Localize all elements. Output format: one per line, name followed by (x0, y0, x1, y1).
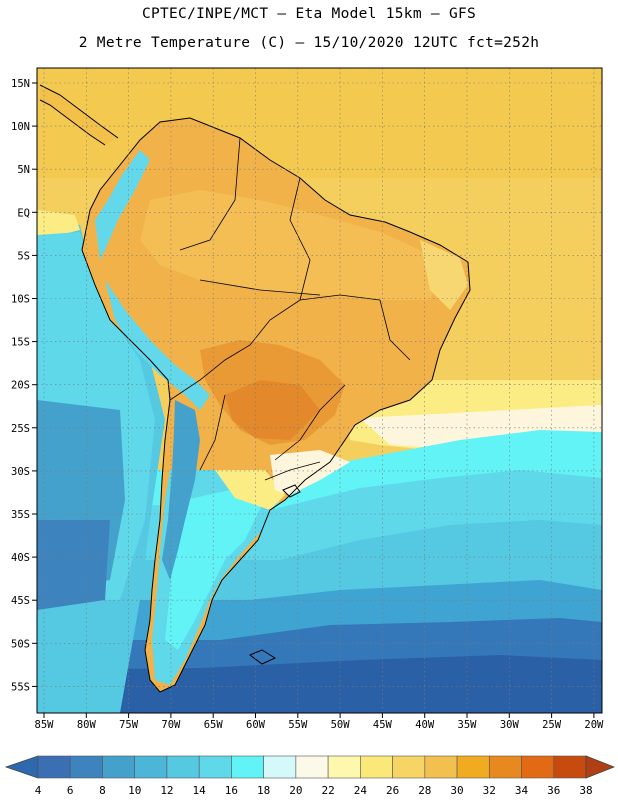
lat-tick-label: 15S (11, 337, 30, 349)
lat-tick-label: 45S (11, 595, 30, 607)
colorbar-label: 36 (547, 784, 560, 797)
lat-tick-label: 10S (11, 294, 30, 306)
map-canvas: 15N 10N 5N EQ 5S 10S 15S 20S 25S 30S 35S 40S 45S 50S 5… (11, 67, 604, 731)
lon-tick-label: 35W (458, 719, 478, 731)
lat-tick-label: 50S (11, 638, 30, 650)
colorbar-label: 8 (99, 784, 106, 797)
colorbar-cell (263, 755, 297, 779)
lon-tick-label: 75W (119, 719, 139, 731)
lon-tick-label: 65W (204, 719, 224, 731)
colorbar-cell (392, 755, 426, 779)
coastlines-and-borders (39, 84, 471, 693)
lat-tick-label: EQ (17, 207, 30, 219)
colorbar-label: 20 (289, 784, 302, 797)
land-amazon (140, 190, 440, 300)
colorbar-label: 38 (579, 784, 592, 797)
field-pacific-cold (37, 520, 110, 610)
central-america-coastline (39, 84, 119, 146)
lon-tick-label: 50W (331, 719, 351, 731)
lat-tick-label: 15N (11, 78, 30, 90)
colorbar-high-arrow (585, 755, 616, 779)
colorbar-label: 18 (257, 784, 270, 797)
colorbar: 4 6 8 10 12 14 16 18 20 22 24 26 28 30 32 34 36 38 (4, 755, 616, 797)
latitude-ticks: 15N 10N 5N EQ 5S 10S 15S 20S 25S 30S 35S 40S 45S 50S 5… (11, 78, 37, 693)
colorbar-label: 32 (483, 784, 496, 797)
field-pacific-pale (37, 210, 80, 238)
colorbar-label: 28 (418, 784, 431, 797)
land-central-america (40, 85, 118, 145)
colorbar-label: 22 (321, 784, 334, 797)
colorbar-label: 30 (450, 784, 463, 797)
lon-tick-label: 55W (288, 719, 308, 731)
colorbar-label: 6 (67, 784, 74, 797)
colorbar-label: 12 (160, 784, 173, 797)
colorbar-label: 24 (354, 784, 368, 797)
lat-tick-label: 5N (17, 164, 30, 176)
colorbar-cell (231, 755, 264, 779)
lat-tick-label: 20S (11, 380, 30, 392)
colorbar-cell (198, 755, 232, 779)
colorbar-cell (424, 755, 458, 779)
islands (249, 484, 301, 665)
land-patagonia-light (165, 490, 262, 650)
colorbar-label: 26 (386, 784, 399, 797)
colorbar-label: 14 (193, 784, 207, 797)
colorbar-cell (521, 755, 555, 779)
colorbar-cell (69, 755, 103, 779)
lon-tick-label: 60W (246, 719, 266, 731)
colorbar-label: 34 (515, 784, 529, 797)
lon-tick-label: 80W (77, 719, 97, 731)
colorbar-cell (456, 755, 490, 779)
south-america-coastline (81, 117, 471, 693)
chart-title-line-1: CPTEC/INPE/MCT – Eta Model 15km – GFS (141, 6, 477, 22)
lat-tick-label: 5S (17, 250, 30, 262)
lon-tick-label: 25W (542, 719, 562, 731)
lat-tick-label: 25S (11, 423, 30, 435)
temperature-field (37, 68, 602, 713)
plot-frame (36, 67, 603, 714)
lon-tick-label: 70W (161, 719, 181, 731)
colorbar-cell (166, 755, 200, 779)
colorbar-label: 16 (225, 784, 238, 797)
land-ne-brazil (420, 240, 468, 310)
lon-tick-label: 85W (35, 719, 55, 731)
colorbar-cell (134, 755, 168, 779)
colorbar-cell (37, 755, 71, 779)
andes-north (95, 150, 150, 260)
andes-central (105, 280, 210, 410)
lat-tick-label: 55S (11, 681, 30, 693)
colorbar-cell (102, 755, 136, 779)
colorbar-cell (488, 755, 522, 779)
lon-tick-label: 40W (415, 719, 435, 731)
colorbar-labels: 4 6 8 10 12 14 16 18 20 22 24 26 28 30 32 34 36 38 (35, 784, 593, 797)
lat-tick-label: 40S (11, 552, 30, 564)
lat-tick-label: 35S (11, 509, 30, 521)
lat-tick-label: 10N (11, 121, 30, 133)
field-north-band (37, 68, 602, 178)
land-hottest-core (225, 380, 320, 440)
colorbar-cell (553, 755, 587, 779)
colorbar-low-arrow (4, 755, 39, 779)
andes-south (162, 400, 200, 580)
colorbar-label: 10 (128, 784, 141, 797)
colorbar-cells (4, 755, 616, 779)
land-pampas (215, 470, 285, 510)
colorbar-cell (360, 755, 393, 779)
lat-tick-label: 30S (11, 466, 30, 478)
longitude-ticks: 85W 80W 75W 70W 65W 60W 55W 50W 45W 40W 35W 30W 25W 2… (35, 713, 604, 731)
colorbar-cell (295, 755, 329, 779)
colorbar-label: 4 (35, 784, 42, 797)
country-borders (169, 137, 411, 481)
lon-tick-label: 30W (500, 719, 520, 731)
chart-title-line-2: 2 Metre Temperature (C) – 15/10/2020 12U… (78, 35, 540, 51)
colorbar-cell (327, 755, 361, 779)
lon-tick-label: 45W (373, 719, 393, 731)
lon-tick-label: 20W (584, 719, 604, 731)
